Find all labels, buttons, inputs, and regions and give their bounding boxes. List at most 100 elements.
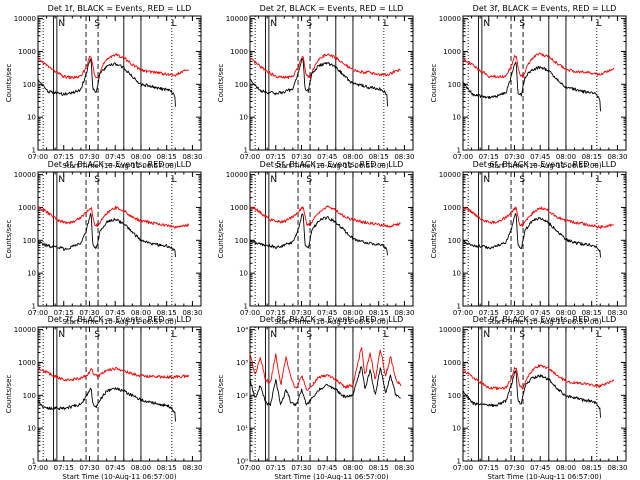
panel-det-9: Det 9f, BLACK = Events, RED = LLD 1 10 100 1… [430, 315, 628, 480]
marker-s: S [519, 330, 525, 340]
marker-l: L [384, 330, 389, 340]
x-tick-label: 08:15 [369, 153, 389, 161]
marker-n: N [58, 330, 65, 340]
panel-frame [37, 171, 202, 307]
y-tick-label: 10000 [226, 15, 248, 23]
y-tick-label: 10¹ [236, 425, 248, 433]
marker-s: S [519, 175, 525, 185]
x-tick-label: 07:45 [530, 309, 550, 317]
events-series-line [462, 369, 601, 418]
x-tick-label: 08:15 [369, 309, 389, 317]
y-tick-label: 1 [457, 147, 461, 155]
x-tick-label: 08:15 [582, 309, 602, 317]
y-tick-label: 10 [27, 270, 36, 278]
x-tick-label: 07:00 [453, 464, 473, 472]
x-axis-label: Start Time (10-Aug-11 06:57:00) [274, 473, 388, 480]
y-tick-label: 10000 [226, 171, 248, 179]
panel-det-2: Det 2f, BLACK = Events, RED = LLD 1 10 100 1… [217, 4, 415, 170]
x-tick-label: 07:15 [54, 153, 74, 161]
x-tick-label: 07:45 [317, 464, 337, 472]
marker-l: L [597, 175, 602, 185]
x-tick-label: 07:15 [479, 464, 499, 472]
marker-l: L [384, 19, 389, 29]
panel-det-4: Det 4f, BLACK = Events, RED = LLD 1 10 100 1… [5, 160, 203, 326]
x-axis-label: Start Time (10-Aug-11 06:57:00) [62, 473, 176, 480]
x-tick-label: 08:00 [343, 153, 363, 161]
marker-l: L [172, 330, 177, 340]
y-axis-label: Counts/sec [430, 64, 438, 103]
marker-n: N [270, 175, 277, 185]
marker-l: L [384, 175, 389, 185]
x-tick-label: 08:30 [182, 464, 202, 472]
y-tick-label: 100 [448, 81, 461, 89]
x-tick-label: 07:30 [291, 309, 311, 317]
marker-n: N [58, 175, 65, 185]
panel-frame [462, 171, 627, 307]
y-tick-label: 10³ [236, 359, 248, 367]
x-tick-label: 07:00 [453, 153, 473, 161]
x-tick-label: 08:00 [343, 309, 363, 317]
panel-frame [462, 15, 627, 151]
x-tick-label: 07:30 [79, 309, 99, 317]
lld-series-line [37, 205, 190, 229]
y-tick-label: 1000 [443, 204, 461, 212]
x-tick-label: 07:00 [28, 309, 48, 317]
lld-series-line [462, 52, 615, 79]
x-tick-label: 07:15 [479, 153, 499, 161]
x-axis-label: Start Time (10-Aug-11 06:57:00) [274, 162, 388, 170]
marker-l: L [597, 330, 602, 340]
x-tick-label: 07:45 [530, 464, 550, 472]
y-tick-label: 100 [23, 81, 36, 89]
x-tick-label: 08:00 [556, 309, 576, 317]
panel-det-5: Det 5f, BLACK = Events, RED = LLD 1 10 100 1… [217, 160, 415, 326]
x-tick-label: 07:45 [105, 309, 125, 317]
marker-l: L [172, 19, 177, 29]
x-tick-label: 07:30 [79, 153, 99, 161]
marker-s: S [519, 19, 525, 29]
x-tick-label: 07:15 [266, 464, 286, 472]
marker-n: N [483, 330, 490, 340]
y-tick-label: 1000 [230, 204, 248, 212]
panel-title: Det 6f, BLACK = Events, RED = LLD [473, 160, 617, 169]
x-tick-label: 07:30 [504, 309, 524, 317]
marker-n: N [270, 19, 277, 29]
y-axis-label: Counts/sec [217, 64, 225, 103]
marker-n: N [483, 19, 490, 29]
lld-series-line [249, 347, 402, 391]
x-axis-label: Start Time (10-Aug-11 06:57:00) [274, 318, 388, 326]
panel-title: Det 8f, BLACK = Events, RED = LLD [260, 315, 404, 324]
lld-series-line [249, 53, 401, 80]
x-tick-label: 07:45 [530, 153, 550, 161]
panel-det-6: Det 6f, BLACK = Events, RED = LLD 1 10 100 1… [430, 160, 628, 326]
x-axis-label: Start Time (10-Aug-11 06:57:00) [487, 162, 601, 170]
x-tick-label: 08:15 [369, 464, 389, 472]
marker-l: L [597, 19, 602, 29]
x-tick-label: 07:15 [266, 309, 286, 317]
x-tick-label: 07:00 [240, 153, 260, 161]
x-tick-label: 07:30 [504, 153, 524, 161]
x-tick-label: 07:00 [240, 464, 260, 472]
y-tick-label: 1 [244, 147, 248, 155]
y-tick-label: 10000 [14, 326, 36, 334]
x-tick-label: 07:30 [291, 464, 311, 472]
events-series-line [37, 212, 176, 257]
panel-frame [37, 326, 202, 462]
x-tick-label: 08:15 [157, 309, 177, 317]
x-axis-label: Start Time (10-Aug-11 06:57:00) [487, 473, 601, 480]
y-tick-label: 1000 [230, 48, 248, 56]
marker-s: S [306, 330, 312, 340]
y-axis-label: Counts/sec [217, 375, 225, 414]
x-tick-label: 07:00 [240, 309, 260, 317]
marker-s: S [306, 175, 312, 185]
panel-det-8: Det 8f, BLACK = Events, RED = LLD 10⁰ 10¹ 1… [217, 315, 415, 480]
y-tick-label: 100 [448, 237, 461, 245]
y-tick-label: 10000 [14, 15, 36, 23]
panel-frame [249, 15, 414, 151]
x-tick-label: 07:45 [317, 153, 337, 161]
x-tick-label: 07:00 [453, 309, 473, 317]
y-tick-label: 10 [239, 270, 248, 278]
y-tick-label: 10000 [439, 171, 461, 179]
y-tick-label: 10000 [439, 326, 461, 334]
y-tick-label: 10 [239, 114, 248, 122]
y-axis-label: Counts/sec [430, 375, 438, 414]
